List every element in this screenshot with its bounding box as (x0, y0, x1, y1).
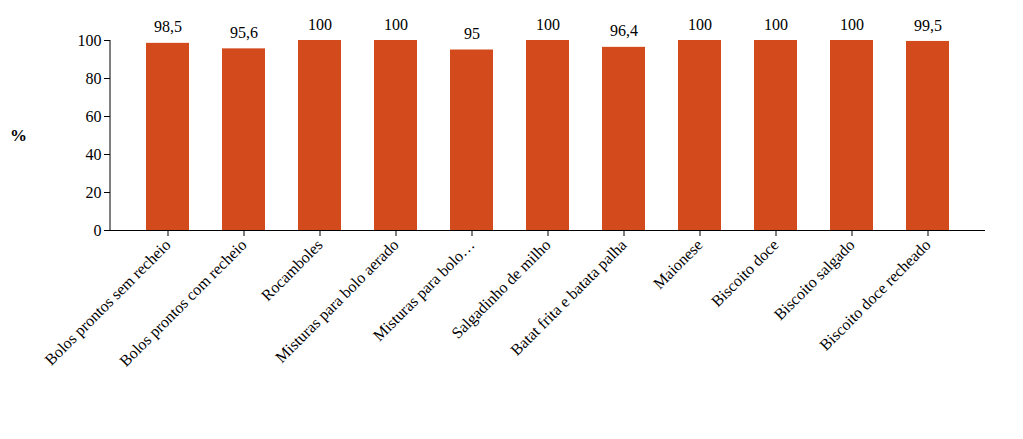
svg-text:98,5: 98,5 (154, 18, 182, 35)
svg-text:%: % (10, 126, 27, 145)
svg-text:100: 100 (384, 16, 408, 33)
svg-text:Salgadinho de milho: Salgadinho de milho (448, 236, 554, 342)
svg-text:Batat frita e batata palha: Batat frita e batata palha (507, 236, 630, 359)
svg-text:Bolos prontos sem recheio: Bolos prontos sem recheio (41, 236, 174, 369)
svg-text:95,6: 95,6 (230, 24, 258, 41)
svg-text:95: 95 (464, 25, 480, 42)
svg-text:20: 20 (86, 184, 102, 201)
svg-text:Biscoito doce recheado: Biscoito doce recheado (816, 236, 934, 354)
svg-text:80: 80 (86, 70, 102, 87)
svg-text:99,5: 99,5 (914, 17, 942, 34)
svg-text:Biscoito doce: Biscoito doce (708, 236, 782, 310)
svg-text:100: 100 (536, 16, 560, 33)
svg-text:100: 100 (764, 16, 788, 33)
svg-text:100: 100 (688, 16, 712, 33)
svg-text:60: 60 (86, 108, 102, 125)
svg-text:Maionese: Maionese (650, 236, 706, 292)
svg-text:Bolos prontos com recheio: Bolos prontos com recheio (116, 236, 250, 370)
svg-text:Rocamboles: Rocamboles (258, 236, 326, 304)
svg-text:40: 40 (86, 146, 102, 163)
svg-text:Biscoito salgado: Biscoito salgado (771, 236, 859, 324)
svg-text:100: 100 (78, 32, 102, 49)
svg-text:Misturas para bolo aerado: Misturas para bolo aerado (272, 236, 403, 367)
svg-text:0: 0 (94, 222, 102, 239)
svg-text:96,4: 96,4 (610, 22, 638, 39)
svg-text:Misturas para bolo…: Misturas para bolo… (369, 236, 478, 345)
svg-text:100: 100 (308, 16, 332, 33)
svg-text:100: 100 (840, 16, 864, 33)
